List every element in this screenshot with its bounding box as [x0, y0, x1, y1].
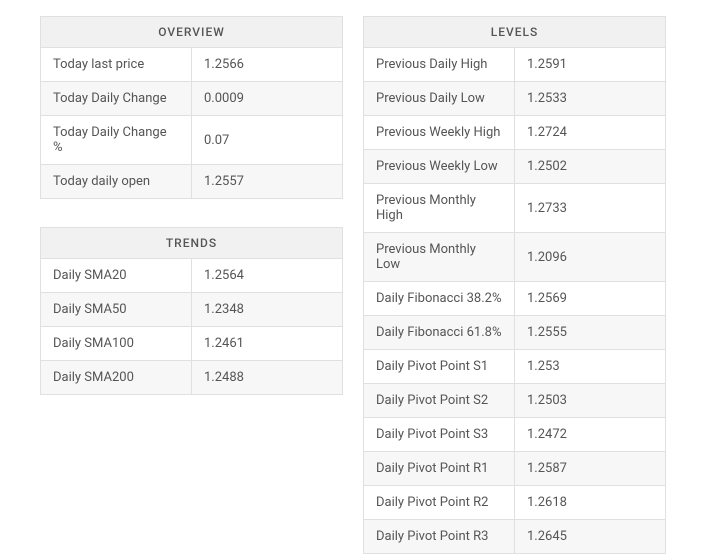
row-value: 1.2557	[192, 165, 343, 199]
row-label: Previous Daily Low	[364, 82, 515, 116]
table-row: Daily SMA20 1.2564	[41, 259, 343, 293]
row-value: 1.2472	[515, 418, 666, 452]
row-label: Today Daily Change %	[41, 116, 192, 165]
row-label: Previous Weekly High	[364, 116, 515, 150]
row-label: Daily Fibonacci 61.8%	[364, 316, 515, 350]
table-row: Daily Pivot Point S21.2503	[364, 384, 666, 418]
row-label: Daily SMA50	[41, 293, 192, 327]
table-row: Daily Fibonacci 38.2%1.2569	[364, 282, 666, 316]
row-label: Previous Monthly High	[364, 184, 515, 233]
row-value: 1.2733	[515, 184, 666, 233]
overview-title: OVERVIEW	[41, 17, 343, 48]
table-row: Previous Weekly High1.2724	[364, 116, 666, 150]
row-value: 1.2724	[515, 116, 666, 150]
table-row: Today Daily Change 0.0009	[41, 82, 343, 116]
table-row: Today Daily Change % 0.07	[41, 116, 343, 165]
row-value: 1.2555	[515, 316, 666, 350]
tables-layout: OVERVIEW Today last price 1.2566 Today D…	[40, 16, 666, 554]
table-row: Daily SMA200 1.2488	[41, 361, 343, 395]
row-value: 0.0009	[192, 82, 343, 116]
row-label: Daily Pivot Point R3	[364, 520, 515, 554]
row-value: 1.2618	[515, 486, 666, 520]
table-row: Previous Monthly High1.2733	[364, 184, 666, 233]
row-value: 0.07	[192, 116, 343, 165]
row-label: Previous Daily High	[364, 48, 515, 82]
row-value: 1.2502	[515, 150, 666, 184]
table-row: Daily Fibonacci 61.8%1.2555	[364, 316, 666, 350]
row-value: 1.2645	[515, 520, 666, 554]
row-label: Previous Weekly Low	[364, 150, 515, 184]
table-row: Today daily open 1.2557	[41, 165, 343, 199]
row-value: 1.2533	[515, 82, 666, 116]
table-row: Daily SMA100 1.2461	[41, 327, 343, 361]
levels-title: LEVELS	[364, 17, 666, 48]
row-value: 1.2461	[192, 327, 343, 361]
row-value: 1.2488	[192, 361, 343, 395]
row-label: Previous Monthly Low	[364, 233, 515, 282]
overview-table: OVERVIEW Today last price 1.2566 Today D…	[40, 16, 343, 199]
table-row: Previous Weekly Low1.2502	[364, 150, 666, 184]
trends-table: TRENDS Daily SMA20 1.2564 Daily SMA50 1.…	[40, 227, 343, 395]
table-row: Previous Daily High1.2591	[364, 48, 666, 82]
row-label: Daily Pivot Point S3	[364, 418, 515, 452]
row-label: Daily SMA200	[41, 361, 192, 395]
row-value: 1.2348	[192, 293, 343, 327]
row-label: Daily SMA20	[41, 259, 192, 293]
row-label: Daily Pivot Point R2	[364, 486, 515, 520]
trends-title: TRENDS	[41, 228, 343, 259]
table-row: Previous Daily Low1.2533	[364, 82, 666, 116]
row-label: Today daily open	[41, 165, 192, 199]
row-value: 1.2096	[515, 233, 666, 282]
table-row: Daily Pivot Point S11.253	[364, 350, 666, 384]
row-value: 1.2569	[515, 282, 666, 316]
row-value: 1.2503	[515, 384, 666, 418]
row-value: 1.2591	[515, 48, 666, 82]
table-row: Today last price 1.2566	[41, 48, 343, 82]
table-row: Daily Pivot Point R11.2587	[364, 452, 666, 486]
left-column: OVERVIEW Today last price 1.2566 Today D…	[40, 16, 343, 395]
table-row: Daily Pivot Point R31.2645	[364, 520, 666, 554]
levels-table: LEVELS Previous Daily High1.2591 Previou…	[363, 16, 666, 554]
row-label: Daily Pivot Point R1	[364, 452, 515, 486]
row-label: Daily Pivot Point S2	[364, 384, 515, 418]
table-row: Previous Monthly Low1.2096	[364, 233, 666, 282]
right-column: LEVELS Previous Daily High1.2591 Previou…	[363, 16, 666, 554]
row-label: Today last price	[41, 48, 192, 82]
row-label: Daily SMA100	[41, 327, 192, 361]
table-row: Daily Pivot Point R21.2618	[364, 486, 666, 520]
row-value: 1.2564	[192, 259, 343, 293]
table-row: Daily Pivot Point S31.2472	[364, 418, 666, 452]
row-label: Today Daily Change	[41, 82, 192, 116]
row-label: Daily Pivot Point S1	[364, 350, 515, 384]
row-label: Daily Fibonacci 38.2%	[364, 282, 515, 316]
row-value: 1.2587	[515, 452, 666, 486]
row-value: 1.253	[515, 350, 666, 384]
table-row: Daily SMA50 1.2348	[41, 293, 343, 327]
row-value: 1.2566	[192, 48, 343, 82]
